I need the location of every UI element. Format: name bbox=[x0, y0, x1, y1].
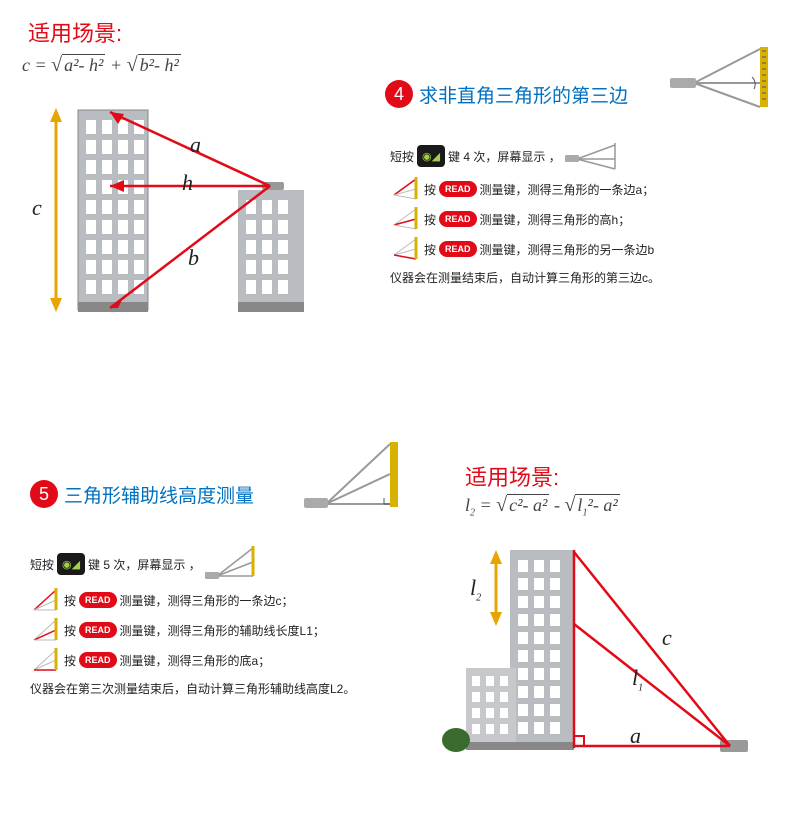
read-button-icon: READ bbox=[439, 241, 477, 257]
mini-triangle-icon bbox=[390, 207, 420, 231]
step5-line-2: 按 READ 测量键，测得三角形的辅助线长度L1； bbox=[30, 618, 410, 642]
mode-button-icon: ◉◢ bbox=[57, 553, 85, 575]
step4-num: 4 bbox=[385, 80, 413, 108]
step4-line-3: 按 READ 测量键，测得三角形的另一条边b bbox=[390, 237, 770, 261]
label-l2: l2 bbox=[470, 575, 481, 603]
label-b: b bbox=[188, 245, 199, 271]
step5-press-line: 短按 ◉◢ 键 5 次，屏幕显示 ， bbox=[30, 546, 410, 582]
step4-header-triangle bbox=[660, 45, 780, 115]
diagram-building-2 bbox=[440, 540, 770, 770]
formula-2: l2 = c²- a² - l1²- a² bbox=[465, 494, 620, 519]
scenario-title-1: 适用场景: bbox=[28, 16, 122, 48]
step5-line-3: 按 READ 测量键，测得三角形的底a； bbox=[30, 648, 410, 672]
mini-triangle-icon bbox=[390, 237, 420, 261]
step4-footer: 仪器会在测量结束后，自动计算三角形的第三边c。 bbox=[390, 269, 770, 286]
label-a2: a bbox=[630, 723, 641, 749]
scenario-title-2: 适用场景: bbox=[465, 460, 559, 492]
step4-line-2: 按 READ 测量键，测得三角形的高h； bbox=[390, 207, 770, 231]
read-button-icon: READ bbox=[439, 181, 477, 197]
label-c2: c bbox=[662, 625, 672, 651]
step4-press-line: 短按 ◉◢ 键 4 次，屏幕显示 ， bbox=[390, 141, 770, 171]
mini-triangle-icon bbox=[30, 648, 60, 672]
label-l1: l1 bbox=[632, 665, 643, 693]
diagram-building-1 bbox=[20, 100, 330, 330]
step5-title: 5 三角形辅助线高度测量 bbox=[30, 480, 254, 508]
step5-header-triangle bbox=[300, 440, 410, 515]
step5-line-1: 按 READ 测量键，测得三角形的一条边c； bbox=[30, 588, 410, 612]
read-button-icon: READ bbox=[79, 592, 117, 608]
mini-triangle-icon bbox=[390, 177, 420, 201]
mini-triangle-icon bbox=[30, 588, 60, 612]
step5-num: 5 bbox=[30, 480, 58, 508]
step5-display-icon bbox=[205, 546, 265, 582]
step4-title: 4 求非直角三角形的第三边 bbox=[385, 80, 628, 108]
formula-1: c = a²- h² + b²- h² bbox=[22, 54, 181, 77]
read-button-icon: READ bbox=[79, 652, 117, 668]
step4-display-icon bbox=[565, 141, 625, 171]
mini-triangle-icon bbox=[30, 618, 60, 642]
label-a: a bbox=[190, 132, 201, 158]
label-h: h bbox=[182, 170, 193, 196]
mode-button-icon: ◉◢ bbox=[417, 145, 445, 167]
step5-footer: 仪器会在第三次测量结束后，自动计算三角形辅助线高度L2。 bbox=[30, 680, 410, 697]
label-c: c bbox=[32, 195, 42, 221]
step4-line-1: 按 READ 测量键，测得三角形的一条边a； bbox=[390, 177, 770, 201]
read-button-icon: READ bbox=[439, 211, 477, 227]
read-button-icon: READ bbox=[79, 622, 117, 638]
